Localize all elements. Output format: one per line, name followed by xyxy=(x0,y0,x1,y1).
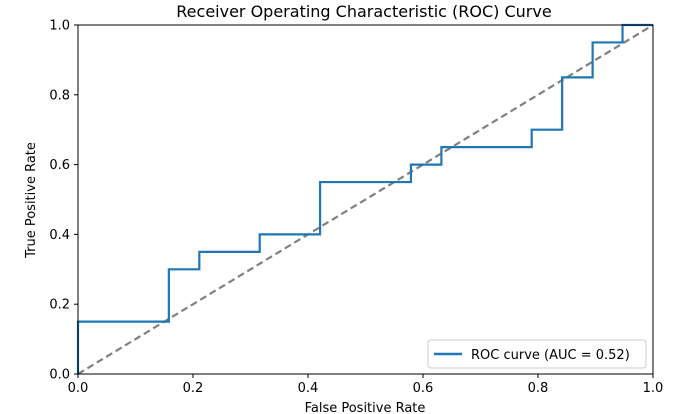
legend-box xyxy=(427,339,647,369)
y-tick-label: 0.0 xyxy=(49,368,70,383)
series-layer xyxy=(76,23,654,375)
y-tick-label: 0.6 xyxy=(49,158,70,173)
y-tick-label: 0.4 xyxy=(49,228,70,243)
plot-area xyxy=(76,23,654,375)
x-tick-label: 0.2 xyxy=(183,381,204,396)
x-tick-label: 0.6 xyxy=(413,381,434,396)
legend: ROC curve (AUC = 0.52) xyxy=(427,339,647,369)
chance-diagonal-line xyxy=(77,24,654,375)
x-tick-label: 0.4 xyxy=(298,381,319,396)
y-axis-label: True Positive Rate xyxy=(24,142,39,259)
x-tick-label: 0.8 xyxy=(528,381,549,396)
x-axis-ticks: 0.0 0.2 0.4 0.6 0.8 1.0 xyxy=(68,374,664,396)
chart-title: Receiver Operating Characteristic (ROC) … xyxy=(176,2,551,21)
x-axis-label: False Positive Rate xyxy=(305,401,426,414)
plot-frame xyxy=(77,24,654,375)
y-tick-label: 1.0 xyxy=(49,19,70,34)
x-tick-label: 1.0 xyxy=(643,381,664,396)
y-tick-label: 0.8 xyxy=(49,88,70,103)
y-axis-ticks: 0.0 0.2 0.4 0.6 0.8 1.0 xyxy=(49,19,78,383)
legend-label-roc: ROC curve (AUC = 0.52) xyxy=(471,348,630,363)
x-tick-label: 0.0 xyxy=(68,381,89,396)
roc-curve-line xyxy=(76,23,653,374)
y-tick-label: 0.2 xyxy=(49,298,70,313)
